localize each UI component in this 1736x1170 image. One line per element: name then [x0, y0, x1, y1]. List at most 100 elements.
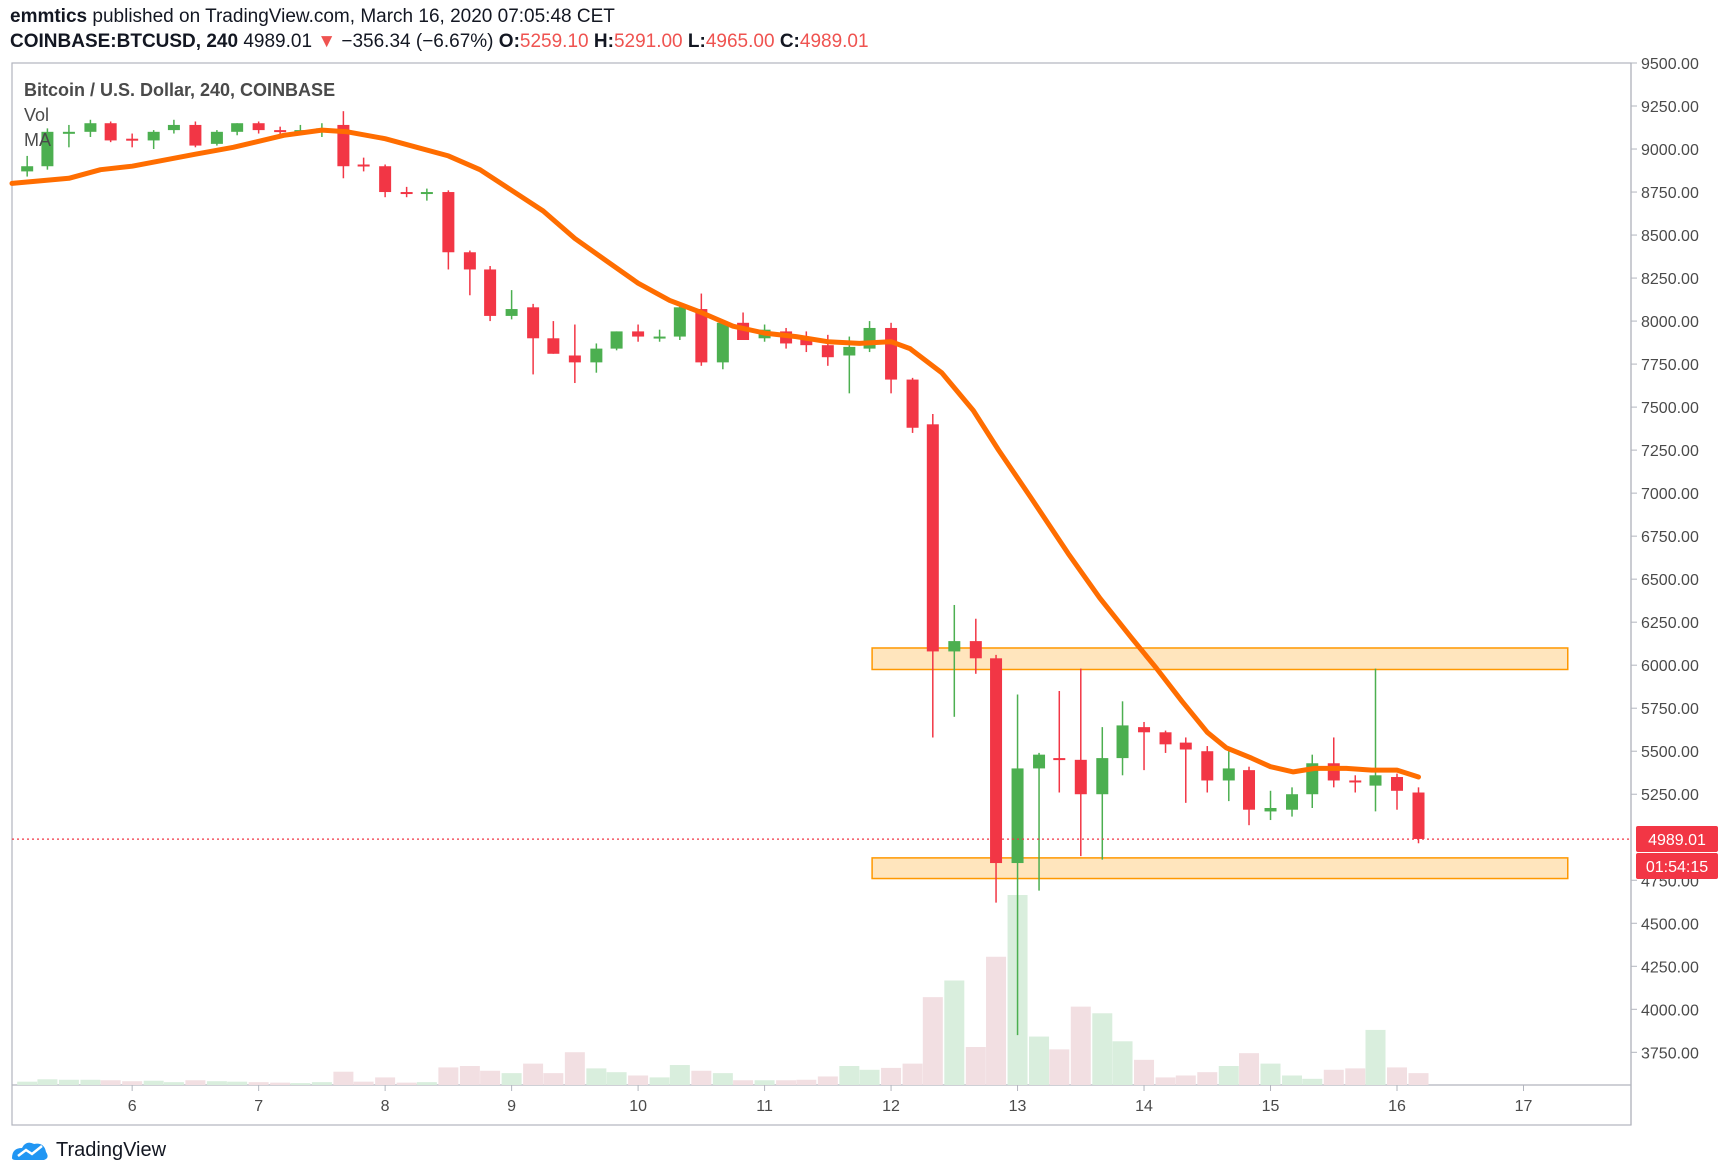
volume-bar-32 — [691, 1070, 712, 1085]
close-value: 4989.01 — [799, 31, 869, 52]
volume-bar-2 — [58, 1079, 79, 1085]
candle-body-42 — [906, 379, 919, 428]
volume-bar-36 — [776, 1080, 797, 1085]
candle-body-30 — [653, 336, 666, 339]
y-tick-label-22: 3750.00 — [1641, 1045, 1699, 1062]
ohlc-line: COINBASE:BTCUSD, 240 4989.01 ▼ −356.34 (… — [10, 29, 869, 54]
volume-bar-27 — [586, 1068, 607, 1085]
candle-body-47 — [1011, 768, 1024, 864]
candle-3 — [84, 119, 97, 137]
candle-body-31 — [673, 307, 686, 337]
volume-bar-64 — [1365, 1029, 1386, 1085]
candle-body-66 — [1412, 792, 1425, 839]
tradingview-brand[interactable]: TradingView — [56, 1138, 167, 1161]
countdown-tag-background — [1636, 853, 1718, 879]
candle-16 — [357, 157, 370, 172]
price-tag: 4989.01 — [1636, 826, 1718, 852]
y-tick-label-15: 5750.00 — [1641, 701, 1699, 718]
candle-body-39 — [843, 346, 856, 356]
candle-body-58 — [1243, 770, 1256, 810]
price-chart[interactable]: 9500.00 9250.00 9000.00 8750.00 8500.00 8250.… — [0, 0, 1736, 1130]
candle-body-10 — [231, 123, 244, 132]
candle-body-4 — [104, 123, 117, 141]
volume-bar-24 — [523, 1063, 544, 1085]
y-tick-label-7: 7750.00 — [1641, 357, 1699, 374]
x-tick-label-6: 12 — [882, 1098, 900, 1115]
volume-bar-38 — [817, 1076, 838, 1085]
candle-body-64 — [1369, 775, 1382, 786]
candle-body-27 — [590, 348, 603, 363]
candle-42 — [906, 377, 919, 433]
y-tick-label-14: 6000.00 — [1641, 658, 1699, 675]
x-tick-label-7: 13 — [1009, 1098, 1027, 1115]
candle-body-20 — [442, 192, 455, 253]
y-tick-label-4: 8500.00 — [1641, 228, 1699, 245]
candle-50 — [1074, 668, 1087, 857]
candle-5 — [126, 133, 139, 148]
candle-60 — [1286, 787, 1299, 817]
x-tick-label-5: 11 — [756, 1098, 773, 1115]
volume-bar-62 — [1323, 1069, 1344, 1085]
candle-6 — [147, 130, 160, 150]
candle-61 — [1306, 754, 1319, 808]
candle-body-25 — [547, 338, 560, 354]
open-value: 5259.10 — [519, 31, 589, 52]
last-price: 4989.01 — [243, 31, 313, 52]
chart-header: emmtics published on TradingView.com, Ma… — [10, 4, 869, 54]
candle-37 — [800, 331, 813, 353]
volume-bar-54 — [1155, 1077, 1176, 1085]
candle-24 — [527, 303, 540, 375]
volume-bar-57 — [1218, 1066, 1239, 1085]
candle-64 — [1369, 668, 1382, 812]
down-arrow-icon: ▼ — [317, 31, 337, 52]
candle-65 — [1391, 773, 1404, 810]
candle-body-50 — [1074, 759, 1087, 795]
volume-bar-22 — [480, 1070, 501, 1085]
volume-bar-14 — [311, 1082, 332, 1085]
volume-bar-43 — [922, 997, 943, 1085]
volume-bar-66 — [1408, 1073, 1429, 1085]
candle-body-12 — [274, 130, 287, 133]
candle-11 — [252, 121, 265, 134]
candle-body-48 — [1033, 754, 1046, 769]
volume-bar-28 — [606, 1072, 627, 1085]
candles — [21, 111, 1425, 1036]
price-change: −356.34 (−6.67%) — [341, 31, 494, 52]
zone-1 — [871, 857, 1569, 880]
volume-bar-40 — [859, 1069, 880, 1085]
volume-bar-23 — [501, 1073, 522, 1085]
volume-bar-65 — [1387, 1067, 1408, 1085]
candle-body-22 — [484, 269, 497, 316]
candle-body-44 — [948, 641, 961, 652]
volume-bar-1 — [37, 1079, 58, 1085]
volume-bar-20 — [438, 1067, 459, 1085]
y-tick-label-2: 9000.00 — [1641, 142, 1699, 159]
candle-47 — [1011, 694, 1024, 1036]
candle-53 — [1138, 721, 1151, 771]
y-tick-label-6: 8000.00 — [1641, 314, 1699, 331]
volume-bar-8 — [185, 1080, 206, 1085]
candle-55 — [1179, 737, 1192, 803]
author-name[interactable]: emmtics — [10, 6, 88, 27]
candle-20 — [442, 190, 455, 270]
candle-52 — [1116, 701, 1129, 776]
candle-body-26 — [568, 355, 581, 363]
low-label: L: — [687, 31, 706, 52]
candle-body-15 — [337, 124, 350, 167]
candle-body-21 — [463, 252, 476, 270]
candle-48 — [1033, 752, 1046, 891]
y-tick-label-1: 9250.00 — [1641, 99, 1699, 116]
tradingview-logo-icon[interactable] — [10, 1138, 50, 1162]
y-tick-label-21: 4000.00 — [1641, 1002, 1699, 1019]
volume-bar-55 — [1175, 1075, 1196, 1085]
candle-body-54 — [1159, 732, 1172, 745]
volume-bar-29 — [628, 1075, 649, 1085]
candle-body-33 — [716, 322, 729, 363]
y-tick-label-10: 7000.00 — [1641, 486, 1699, 503]
x-tick-label-2: 8 — [381, 1098, 390, 1115]
candle-18 — [400, 186, 413, 198]
volume-bar-16 — [353, 1081, 374, 1085]
volume-bar-17 — [375, 1077, 396, 1085]
volume-bar-45 — [965, 1047, 986, 1085]
volume-bar-46 — [986, 956, 1007, 1085]
